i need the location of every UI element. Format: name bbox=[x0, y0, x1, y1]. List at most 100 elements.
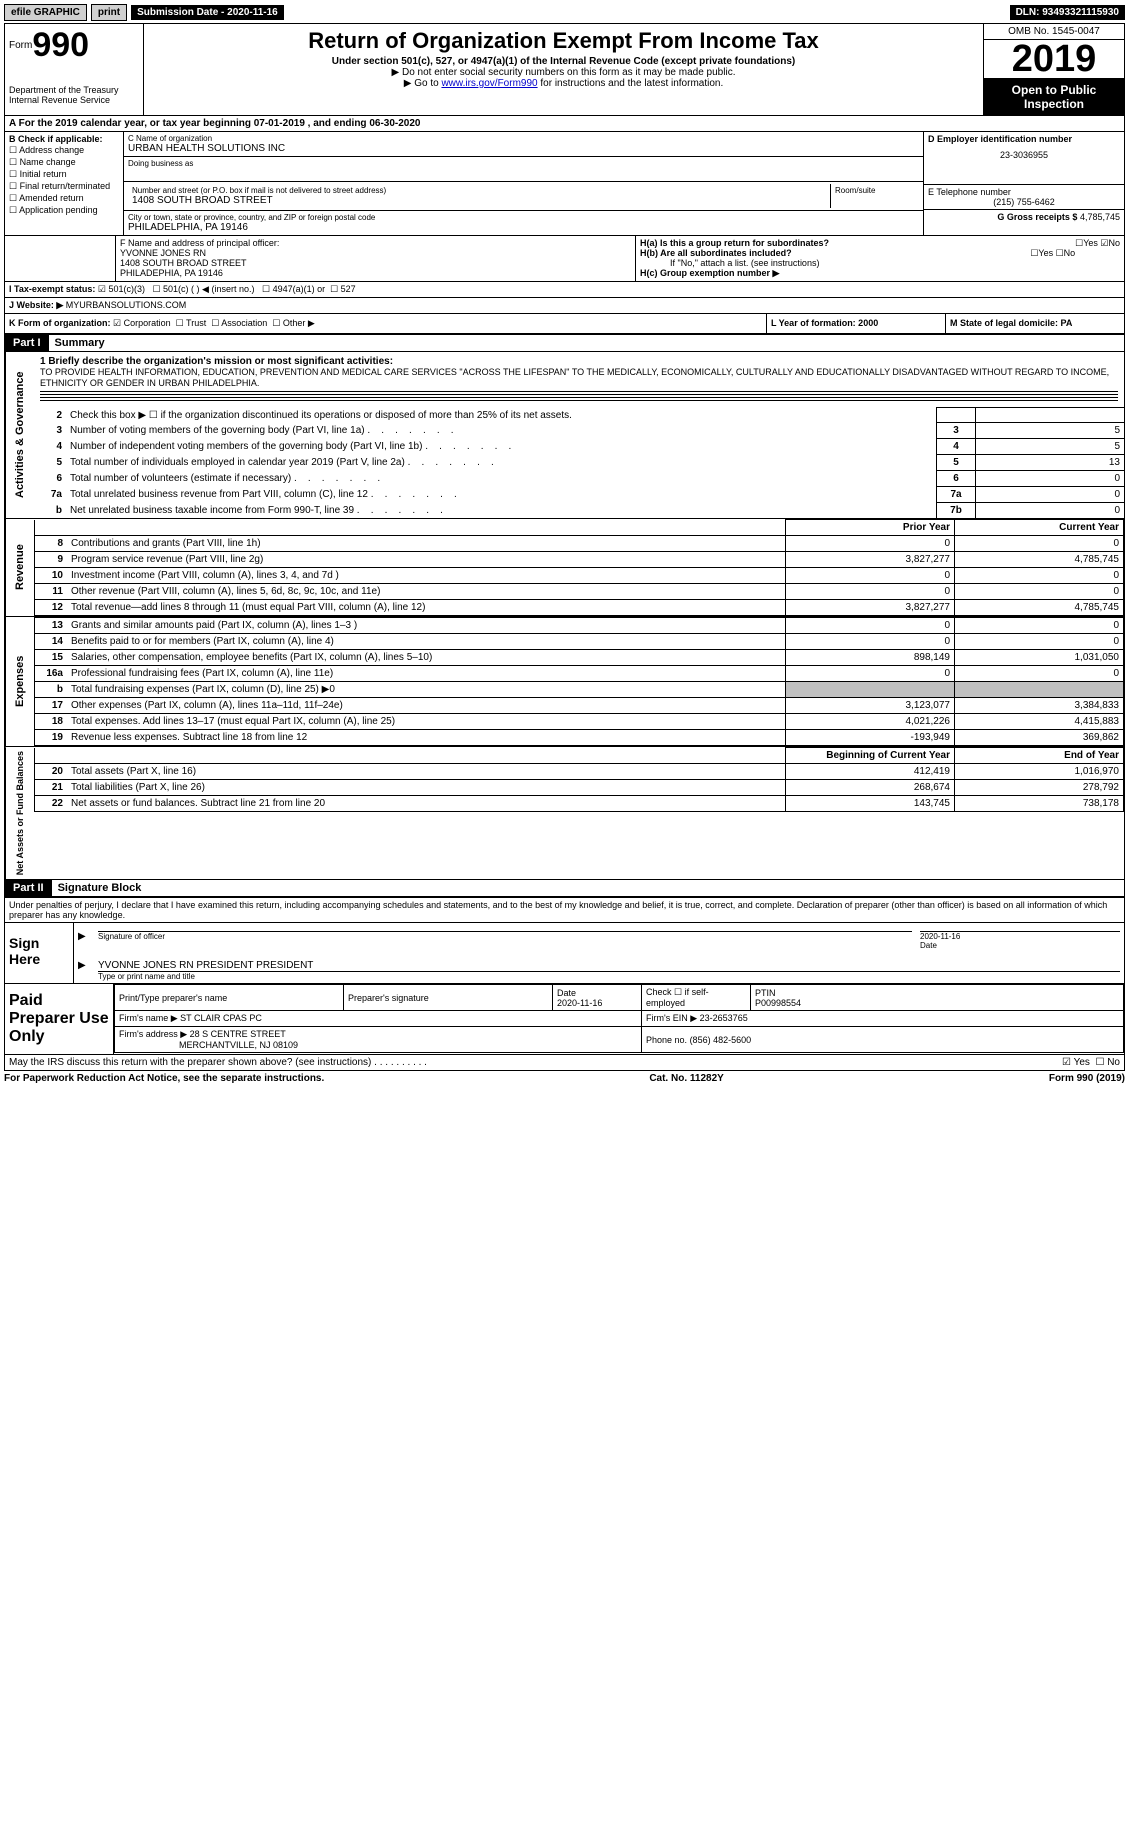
paid-prep-label: Paid Preparer Use Only bbox=[5, 984, 114, 1054]
row-m: M State of legal domicile: PA bbox=[950, 318, 1072, 328]
irs-link[interactable]: www.irs.gov/Form990 bbox=[441, 78, 537, 89]
city: PHILADELPHIA, PA 19146 bbox=[128, 222, 919, 233]
department: Department of the Treasury Internal Reve… bbox=[9, 85, 139, 105]
firm-ein-label: Firm's EIN ▶ bbox=[646, 1013, 697, 1023]
officer-name: YVONNE JONES RN bbox=[120, 248, 631, 258]
sig-name-label: Type or print name and title bbox=[98, 972, 1120, 981]
prep-sig-hdr: Preparer's signature bbox=[344, 985, 553, 1011]
col-b: B Check if applicable: ☐ Address change … bbox=[5, 132, 124, 235]
opt-assoc: Association bbox=[221, 318, 267, 328]
firm-name: ST CLAIR CPAS PC bbox=[180, 1013, 262, 1023]
firm-ein: 23-2653765 bbox=[700, 1013, 748, 1023]
form-title: Return of Organization Exempt From Incom… bbox=[148, 28, 979, 54]
opt-501c: 501(c) ( ) ◀ (insert no.) bbox=[163, 284, 254, 294]
footer-left: For Paperwork Reduction Act Notice, see … bbox=[4, 1073, 324, 1084]
gross-label: G Gross receipts $ bbox=[997, 212, 1077, 222]
header-center: Return of Organization Exempt From Incom… bbox=[144, 24, 983, 115]
prep-name-hdr: Print/Type preparer's name bbox=[115, 985, 344, 1011]
chk-address[interactable]: ☐ Address change bbox=[9, 145, 119, 156]
part1-num: Part I bbox=[5, 335, 49, 351]
side-governance: Activities & Governance bbox=[5, 352, 34, 518]
chk-label: Application pending bbox=[19, 205, 98, 215]
sig-date-label: Date bbox=[920, 941, 937, 950]
chk-label: Name change bbox=[20, 157, 76, 167]
chk-name[interactable]: ☐ Name change bbox=[9, 157, 119, 168]
part2-title: Signature Block bbox=[52, 880, 148, 896]
firm-label: Firm's name ▶ bbox=[119, 1013, 178, 1023]
sign-here-label: Sign Here bbox=[5, 923, 74, 983]
prep-self-hdr: Check ☐ if self-employed bbox=[642, 985, 751, 1011]
org-name: URBAN HEALTH SOLUTIONS INC bbox=[128, 143, 919, 154]
hb-label: H(b) Are all subordinates included? bbox=[640, 248, 792, 258]
header: Form990 Department of the Treasury Inter… bbox=[5, 24, 1124, 116]
note-ssn: ▶ Do not enter social security numbers o… bbox=[148, 67, 979, 78]
firm-addr: 28 S CENTRE STREET bbox=[190, 1029, 286, 1039]
firm-addr-label: Firm's address ▶ bbox=[119, 1029, 187, 1039]
ein: 23-3036955 bbox=[928, 150, 1120, 160]
print-btn[interactable]: print bbox=[91, 4, 127, 21]
hc-label: H(c) Group exemption number ▶ bbox=[640, 268, 779, 278]
row-l: L Year of formation: 2000 bbox=[771, 318, 878, 328]
sign-block: Sign Here ▶ Signature of officer 2020-11… bbox=[4, 923, 1125, 984]
room-label: Room/suite bbox=[835, 186, 915, 195]
phone: (215) 755-6462 bbox=[928, 197, 1120, 207]
governance-section: Activities & Governance 1 Briefly descri… bbox=[5, 352, 1124, 519]
netassets-section: Net Assets or Fund Balances Beginning of… bbox=[5, 747, 1124, 880]
city-label: City or town, state or province, country… bbox=[128, 213, 919, 222]
side-netassets: Net Assets or Fund Balances bbox=[5, 747, 34, 879]
preparer-table: Print/Type preparer's name Preparer's si… bbox=[114, 984, 1124, 1053]
prep-ptin: P00998554 bbox=[755, 998, 801, 1008]
entity-row: B Check if applicable: ☐ Address change … bbox=[5, 132, 1124, 236]
prep-date: 2020-11-16 bbox=[557, 998, 602, 1008]
firm-phone-label: Phone no. bbox=[646, 1035, 687, 1045]
footer-mid: Cat. No. 11282Y bbox=[649, 1073, 723, 1084]
chk-pending[interactable]: ☐ Application pending bbox=[9, 205, 119, 216]
part2-header: Part II Signature Block bbox=[5, 880, 1124, 897]
form-number: 990 bbox=[32, 26, 89, 64]
netassets-table: Beginning of Current YearEnd of Year20To… bbox=[34, 747, 1124, 812]
col-b-header: B Check if applicable: bbox=[9, 134, 119, 144]
addr: 1408 SOUTH BROAD STREET bbox=[132, 195, 826, 206]
submission-date: Submission Date - 2020-11-16 bbox=[131, 5, 284, 20]
revenue-section: Revenue Prior YearCurrent Year8Contribut… bbox=[5, 519, 1124, 617]
note-link: ▶ Go to www.irs.gov/Form990 for instruct… bbox=[148, 78, 979, 89]
form-container: Form990 Department of the Treasury Inter… bbox=[4, 23, 1125, 898]
header-right: OMB No. 1545-0047 2019 Open to Public In… bbox=[983, 24, 1124, 115]
dba-label: Doing business as bbox=[128, 159, 919, 168]
revenue-table: Prior YearCurrent Year8Contributions and… bbox=[34, 519, 1124, 616]
hb-note: If "No," attach a list. (see instruction… bbox=[640, 258, 1120, 268]
part1-title: Summary bbox=[49, 335, 111, 351]
chk-label: Address change bbox=[19, 145, 84, 155]
line-a: A For the 2019 calendar year, or tax yea… bbox=[5, 116, 1124, 132]
expenses-table: 13Grants and similar amounts paid (Part … bbox=[34, 617, 1124, 746]
efile-btn[interactable]: efile GRAPHIC bbox=[4, 4, 87, 21]
footer: For Paperwork Reduction Act Notice, see … bbox=[4, 1071, 1125, 1086]
org-name-label: C Name of organization bbox=[128, 134, 919, 143]
row-k-label: K Form of organization: bbox=[9, 318, 111, 328]
opt-trust: Trust bbox=[186, 318, 206, 328]
col-f: F Name and address of principal officer:… bbox=[116, 236, 636, 281]
ein-label: D Employer identification number bbox=[928, 134, 1120, 144]
addr-label: Number and street (or P.O. box if mail i… bbox=[132, 186, 826, 195]
officer-label: F Name and address of principal officer: bbox=[120, 238, 631, 248]
mission-text: TO PROVIDE HEALTH INFORMATION, EDUCATION… bbox=[40, 367, 1109, 388]
form-subtitle: Under section 501(c), 527, or 4947(a)(1)… bbox=[148, 56, 979, 67]
sig-name: YVONNE JONES RN PRESIDENT PRESIDENT bbox=[98, 960, 1120, 972]
fh-row: F Name and address of principal officer:… bbox=[5, 236, 1124, 282]
form-prefix: Form bbox=[9, 40, 32, 51]
side-revenue: Revenue bbox=[5, 519, 34, 616]
chk-amended[interactable]: ☐ Amended return bbox=[9, 193, 119, 204]
note-pre: ▶ Go to bbox=[404, 78, 442, 89]
firm-phone: (856) 482-5600 bbox=[690, 1035, 752, 1045]
dln: DLN: 93493321115930 bbox=[1010, 5, 1125, 20]
opt-501c3: 501(c)(3) bbox=[108, 284, 145, 294]
gross-val: 4,785,745 bbox=[1080, 212, 1120, 222]
prep-ptin-hdr: PTIN bbox=[755, 988, 776, 998]
officer-addr1: 1408 SOUTH BROAD STREET bbox=[120, 258, 631, 268]
sig-officer-label: Signature of officer bbox=[98, 931, 912, 950]
governance-table: 2Check this box ▶ ☐ if the organization … bbox=[34, 407, 1124, 518]
col-c: C Name of organization URBAN HEALTH SOLU… bbox=[124, 132, 923, 235]
chk-final[interactable]: ☐ Final return/terminated bbox=[9, 181, 119, 192]
chk-initial[interactable]: ☐ Initial return bbox=[9, 169, 119, 180]
ha-label: H(a) Is this a group return for subordin… bbox=[640, 238, 829, 248]
